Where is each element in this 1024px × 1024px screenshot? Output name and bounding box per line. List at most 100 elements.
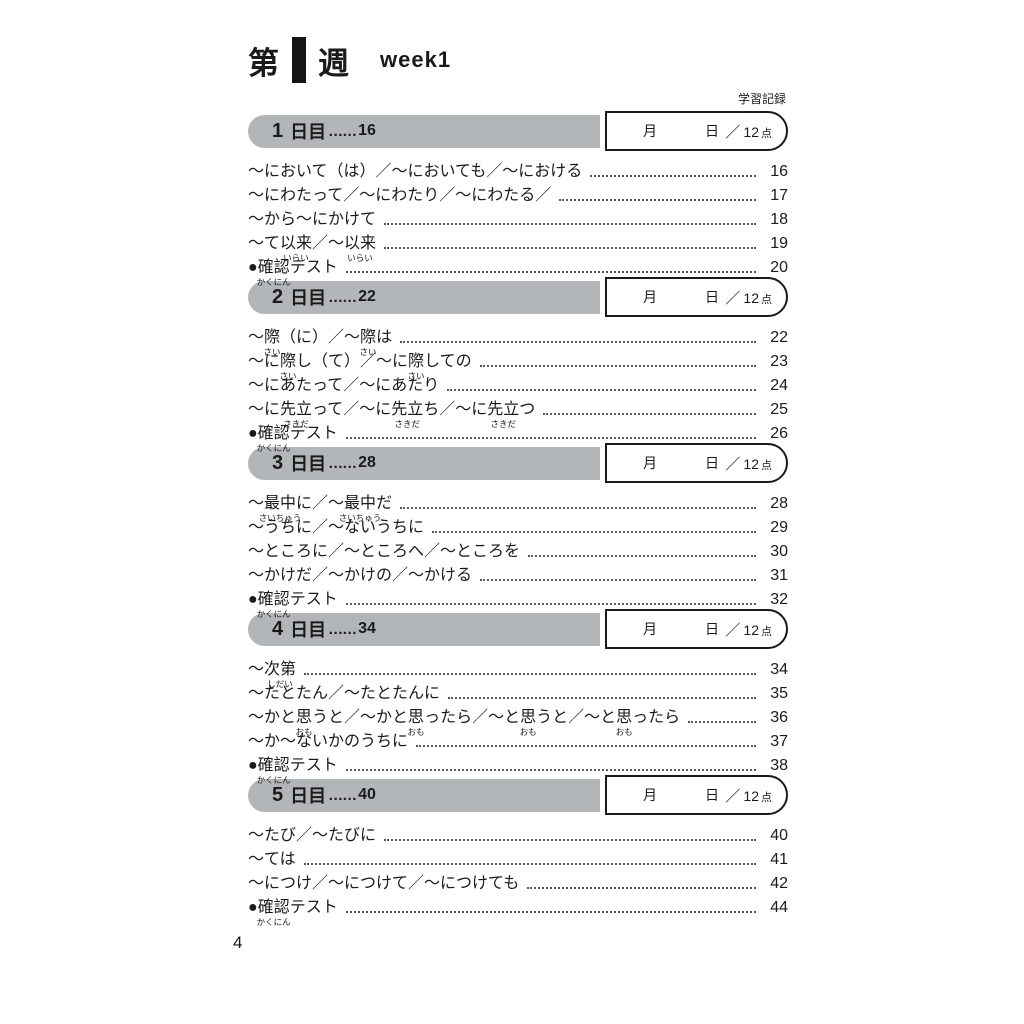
toc-entry: ●確認 かくにん テスト 32 [248,585,788,619]
furigana: おも [407,726,425,737]
month-label: 月 [643,289,657,305]
entry-title: ～たとたん／～たとたんに [248,685,440,703]
entry-title-segment: ったら／～と [424,709,521,727]
dotted-leader [416,745,756,747]
toc-entry: ～において（は）／～においても／～における 16 [248,157,788,181]
score-max-value: 12 [743,289,759,306]
entry-title-segment: 最中 さいちゅう [338,495,382,523]
entry-title-segment: 以来 いらい [280,235,313,263]
furigana: おも [519,726,537,737]
entry-page-number: 28 [770,495,788,513]
entry-title: ～にわたって／～にわたり／～にわたる／ [248,187,551,205]
score-max-value: 12 [743,123,759,140]
week-english-label: week1 [380,47,452,72]
dotted-leader [345,603,756,605]
furigana: かくにん [256,916,291,927]
day-header-bar: 1 日目…… 16 [248,114,600,148]
day-field-label: 日 [705,621,719,637]
entry-title-segment: ～ [248,329,265,347]
entry-page-number: 29 [770,519,788,537]
toc-entry: ～にあたって／～にあたり 24 [248,371,788,395]
day-leader-dots: …… [328,786,357,804]
entry-title-segment: ～に [248,353,281,371]
day-section: 2 日目…… 22 月日／ 12 点～際 さい （に）／～際 さいは 22 ～に際 さい し（て）／～に… [248,277,788,452]
entry-title-segment: 際さい [359,329,377,357]
score-unit: 点 [761,459,772,472]
score-unit: 点 [761,625,772,638]
dotted-leader [448,697,756,699]
entry-title-segment: ～か～ないかのうちに [248,733,409,751]
entry-title-segment: 次第 しだい [264,661,297,689]
day-header-row: 3 日目…… 28 月 日 ／ 12 点 [248,443,788,483]
furigana: かくにん [256,442,291,453]
dotted-leader [400,341,756,343]
entry-title: ～次第 しだい [248,661,297,689]
score-slash: ／ [725,123,741,141]
entry-title-segment: ～において（は）／～においても／～における [248,163,583,181]
day-section: 1 日目…… 16 月日／ 12 点 ～において（は）／～においても／～における 16 ～にわた… [248,111,788,287]
week-title-suffix: 週 [318,45,350,81]
entry-page-number: 44 [770,899,788,917]
entry-page-number: 34 [770,661,788,679]
score-unit: 点 [761,127,772,140]
dotted-leader [688,721,756,723]
entry-title-segment: ／～ [312,235,345,253]
day-field-label: 日 [705,455,719,471]
entry-title: ～か～ないかのうちに [248,733,408,751]
day-number: 2 [272,285,284,308]
furigana: かくにん [256,276,291,287]
entry-title-segment: しての [424,353,472,371]
day-label: 日目 [290,620,327,640]
dotted-leader [447,389,756,391]
entry-title-segment: ～ [248,495,265,513]
day-header-row: 2 日目…… 22 月 日 ／ 12 点 [248,277,788,317]
entry-page-number: 16 [770,163,788,181]
entry-title: ～かけだ／～かけの／～かける [248,567,472,585]
entry-title-segment: し（て）／～に [296,353,409,371]
entry-title: ～に先立 さきだ って／～に先立 さきだ ち／～に先立 さきだつ [248,401,535,427]
entry-title-segment: テスト [289,757,338,775]
entry-title-segment: ● [248,425,258,443]
entry-title-segment: ～たとたん／～たとたんに [248,685,441,703]
toc-entry: ～最中 さいちゅう に／～最中 さいちゅうだ 28 [248,489,788,523]
dotted-leader [527,887,756,889]
entry-page-number: 22 [770,329,788,347]
score-slash: ／ [725,455,741,473]
week-title: 第 1 週 week1 [248,36,788,84]
day-number: 4 [272,617,284,640]
dotted-leader [384,247,756,249]
entry-title-segment: 際さい [263,329,281,357]
dotted-leader [345,769,756,771]
entry-title-segment: ～ては [248,851,296,869]
entry-title: ～最中 さいちゅう に／～最中 さいちゅうだ [248,495,392,523]
dotted-leader [303,863,756,865]
entry-title-segment: 確認 かくにん [256,259,291,287]
day-start-page: 34 [358,620,376,637]
toc-entry-list: ～次第 しだい 34 ～たとたん／～たとたんに 35 ～かと思 おも うと／～かと思 おも ったら… [248,655,788,783]
toc-sections: 1 日目…… 16 月日／ 12 点～において（は）／～においても／～における 16 ～にわた… [248,111,788,926]
entry-title-segment: 確認 かくにん [256,591,291,619]
entry-title-segment: ● [248,259,258,277]
entry-page-number: 40 [770,827,788,845]
toc-entry: ～たとたん／～たとたんに 35 [248,679,788,703]
study-record-label: 学習記録 [737,92,786,106]
toc-entry-list: ～最中 さいちゅう に／～最中 さいちゅうだ 28 ～うちに／～ないうちに 29 ～ところに／… [248,489,788,619]
dotted-leader [432,531,756,533]
entry-title-segment: 思おも [519,709,537,737]
entry-page-number: 18 [770,211,788,229]
entry-title: ～て以来 いらい ／～以来 いらい [248,235,376,263]
day-header-row: 1 日目…… 16 月 日 ／ 12 点 [248,111,788,151]
entry-title-segment: ～に [248,401,281,419]
day-header-bar: 5 日目…… 40 [248,778,600,812]
entry-title-segment: 思おも [615,709,633,737]
dotted-leader [384,223,756,225]
entry-page-number: 42 [770,875,788,893]
dotted-leader [304,673,756,675]
record-box: 月 日 ／ 12 点 [605,443,788,483]
entry-title-segment: ～かけだ／～かけの／～かける [248,567,473,585]
furigana: さいちゅう [258,512,302,523]
dotted-leader [345,271,756,273]
day-header-bar: 4 日目…… 34 [248,612,600,646]
entry-title: ～に際 さい し（て）／～に際 さい しての [248,353,472,379]
entry-title: ～かと思 おも うと／～かと思 おも ったら／～と思 おも うと／～と思 おも ったら [248,709,680,737]
